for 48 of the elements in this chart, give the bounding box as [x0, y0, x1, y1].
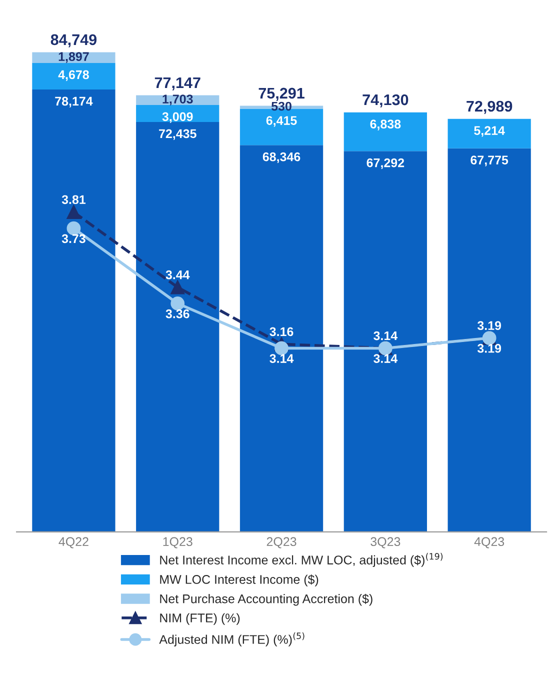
data-label: 78,174	[55, 96, 93, 108]
data-label: 1,897	[58, 52, 89, 63]
legend-label: Net Purchase Accounting Accretion ($)	[160, 594, 372, 606]
legend-label: MW LOC Interest Income ($)	[160, 574, 318, 586]
data-label: 3.36	[166, 309, 190, 318]
data-label: 3.14	[270, 354, 294, 363]
legend-label: Net Interest Income excl. MW LOC, adjusted ($)$^{(19)}$	[160, 552, 443, 567]
point	[66, 205, 81, 220]
bar	[344, 151, 427, 532]
total-label: 84,749	[50, 34, 97, 48]
bar	[32, 63, 116, 90]
data-label: 5,214	[474, 126, 505, 137]
x-tick-label: 4Q23	[474, 537, 504, 548]
data-label: 3.81	[62, 195, 86, 204]
x-tick-label: 2Q23	[266, 537, 296, 548]
x-tick-label: 4Q22	[58, 537, 88, 548]
x-tick-label: 3Q23	[370, 537, 400, 548]
data-label: 6,838	[370, 120, 401, 130]
data-label: 6,415	[266, 116, 297, 127]
point	[170, 280, 185, 294]
data-label: 72,435	[159, 129, 196, 140]
data-label: 3.44	[166, 270, 190, 280]
total-label: 74,130	[362, 94, 408, 108]
total-label: 72,989	[466, 100, 512, 114]
data-label: 3.19	[477, 321, 502, 330]
data-label: 68,346	[262, 152, 300, 164]
data-label: 67,292	[366, 158, 404, 170]
data-label: 3.73	[62, 234, 86, 244]
total-label: 77,147	[154, 77, 200, 90]
data-label: 4,678	[58, 70, 89, 81]
bar	[448, 148, 531, 532]
legend-label: NIM (FTE) (%)	[160, 613, 240, 625]
data-label: 67,775	[470, 156, 508, 166]
total-label: 75,291	[258, 88, 304, 101]
data-label: 3.14	[374, 331, 398, 340]
bar	[448, 118, 531, 148]
bar	[136, 122, 220, 532]
data-label: 1,703	[162, 94, 193, 106]
data-label: 3.14	[374, 354, 398, 363]
data-label: 3,009	[162, 112, 193, 123]
bar	[136, 104, 220, 122]
x-tick-label: 1Q23	[163, 537, 192, 548]
bar	[240, 145, 324, 532]
data-label: 3.16	[270, 327, 294, 336]
legend-label: Adjusted NIM (FTE) (%)$^{(5)}$	[159, 632, 304, 646]
bar	[32, 89, 116, 532]
data-label: 3.19	[477, 344, 502, 353]
bar	[344, 112, 427, 152]
